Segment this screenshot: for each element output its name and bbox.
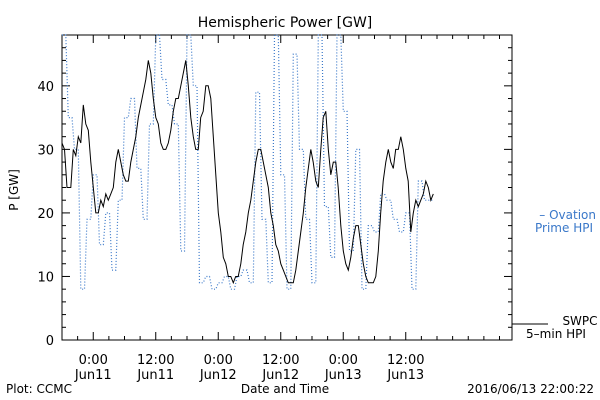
x-tick-label-date: Jun11 (74, 368, 112, 383)
chart-title: Hemispheric Power [GW] (198, 15, 373, 31)
x-tick-label-time: 0:00 (204, 353, 233, 368)
y-tick-label: 0 (46, 334, 54, 349)
x-tick-labels: 0:00Jun1112:00Jun110:00Jun1212:00Jun120:… (74, 353, 425, 383)
y-axis-label: P [GW] (7, 169, 21, 211)
x-tick-label-time: 0:00 (329, 353, 358, 368)
y-tick-label: 20 (37, 207, 54, 222)
y-tick-labels: 0 10 20 30 40 (37, 80, 54, 349)
legend-ovation-line1: – Ovation (539, 208, 596, 222)
series-swpc-line (61, 60, 434, 285)
x-tick-label-date: Jun13 (324, 368, 362, 383)
legend-swpc-line2: 5–min HPI (526, 327, 586, 341)
legend-swpc-line1: SWPC (562, 314, 597, 328)
legend-ovation-line2: Prime HPI (535, 221, 593, 235)
x-tick-label-date: Jun11 (136, 368, 174, 383)
footer-plot-credit: Plot: CCMC (6, 382, 72, 396)
x-tick-label-time: 12:00 (387, 353, 424, 368)
series-layer (61, 34, 434, 290)
x-tick-label-date: Jun12 (261, 368, 299, 383)
y-tick-label: 30 (37, 143, 54, 158)
legend-ovation-prime: – Ovation Prime HPI (535, 208, 596, 235)
footer-timestamp: 2016/06/13 22:00:22 (467, 382, 594, 396)
x-tick-label-time: 0:00 (79, 353, 108, 368)
y-tick-label: 10 (37, 270, 54, 285)
x-tick-label-date: Jun12 (199, 368, 237, 383)
series-ovation-line (62, 34, 434, 290)
x-tick-label-time: 12:00 (137, 353, 174, 368)
x-tick-label-time: 12:00 (262, 353, 299, 368)
legend-swpc: SWPC 5–min HPI (512, 314, 598, 341)
x-axis-label: Date and Time (241, 382, 329, 396)
x-tick-label-date: Jun13 (386, 368, 424, 383)
axis-ticks (61, 34, 512, 341)
y-tick-label: 40 (37, 80, 54, 95)
plot-frame (61, 34, 513, 341)
